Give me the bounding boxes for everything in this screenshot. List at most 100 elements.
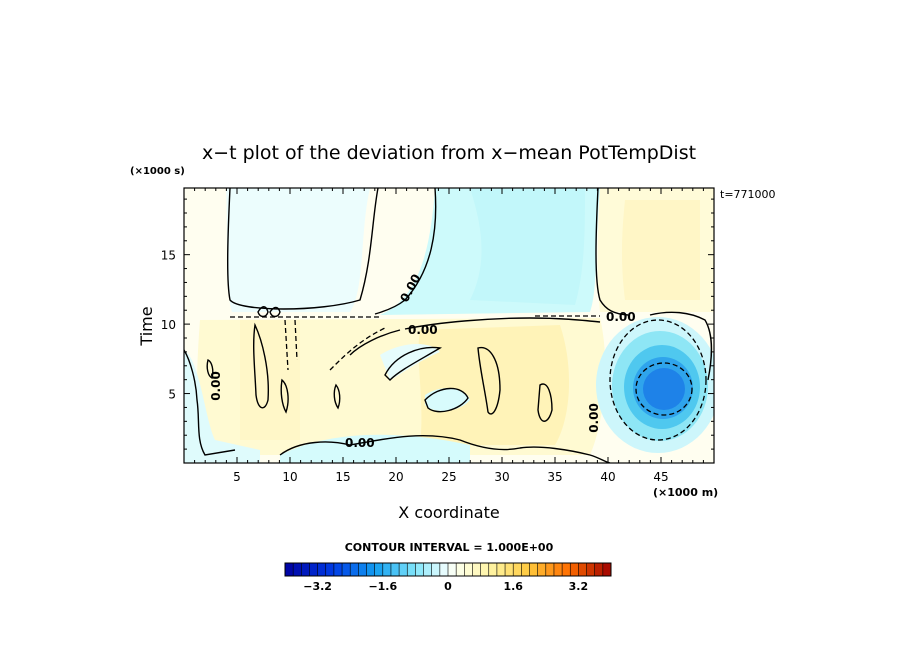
contour-blob-6 (206, 358, 214, 380)
contour-upper-right (595, 188, 629, 316)
contour-middle-band (404, 317, 601, 330)
colorbar-swatch (570, 563, 579, 576)
colorbar-swatch (602, 563, 612, 576)
contour-blob-4 (537, 383, 553, 422)
contour-blob-8 (333, 383, 341, 410)
colorbar-frame (284, 562, 612, 577)
contour-bottom (279, 435, 611, 463)
colorbar-swatch (382, 563, 392, 576)
contour-blob-5 (253, 322, 270, 409)
colorbar-swatch (374, 563, 384, 576)
contour-label-middle: 0.00 (408, 323, 438, 337)
contour-diagonal (349, 329, 401, 356)
cool-region-middle-core (470, 188, 585, 305)
colorbar-tick-label: −3.2 (303, 580, 332, 593)
x-tick-label: 40 (600, 470, 615, 484)
x-tick-label: 35 (547, 470, 562, 484)
contour-tongue-right (649, 311, 713, 381)
warm-region-vertical (240, 320, 300, 440)
colorbar-swatch (333, 563, 343, 576)
colorbar-tick-label: 3.2 (569, 580, 589, 593)
x-tick-label: 5 (233, 470, 241, 484)
cold-core-inner-contour (635, 362, 693, 416)
x-tick-label: 45 (653, 470, 668, 484)
colorbar-swatch (366, 563, 375, 576)
contour-left-edge (184, 349, 236, 456)
colorbar-swatch (472, 563, 481, 576)
contour-dashed-vertical-2 (294, 319, 298, 361)
contour-blob-2 (424, 387, 469, 413)
colorbar-swatch (415, 563, 424, 576)
colorbar-swatch (350, 563, 359, 576)
warm-region-upper-right-core (621, 200, 700, 300)
contour-dashed-vertical-1 (284, 319, 289, 371)
colorbar-swatch (529, 563, 538, 576)
contour-blob-9 (257, 306, 269, 318)
colorbar-swatch (456, 563, 465, 576)
cold-core-center (643, 368, 685, 410)
x-axis-label: X coordinate (398, 503, 499, 522)
contour-label-bottom: 0.00 (345, 436, 375, 450)
colorbar-swatch (358, 563, 367, 576)
cool-patch-small (425, 388, 470, 412)
colorbar-swatch (545, 563, 555, 576)
colorbar-swatch (505, 563, 514, 576)
colorbar-swatch (285, 563, 294, 576)
colorbar-swatch (325, 563, 335, 576)
y-tick-label: 15 (161, 249, 176, 263)
colorbar-tick-label: −1.6 (368, 580, 397, 593)
colorbar-swatch (342, 563, 351, 576)
colorbar-swatch (562, 563, 571, 576)
colorbar-tick-label: 1.6 (503, 580, 523, 593)
contour-label-right: 0.00 (606, 310, 636, 324)
time-stamp: t=771000 (720, 188, 776, 201)
x-axis-unit: (×1000 m) (653, 486, 718, 499)
cool-patch-middle (380, 344, 440, 380)
x-tick-label: 20 (388, 470, 403, 484)
contour-label-right-vertical: 0.00 (587, 403, 601, 433)
cool-region-left (226, 188, 370, 312)
colorbar-swatch (390, 563, 400, 576)
colorbar-swatch (496, 563, 506, 576)
zero-contours (184, 188, 713, 463)
contour-upper-middle (374, 188, 437, 315)
colorbar-swatch (423, 563, 432, 576)
colorbar-swatch (480, 563, 490, 576)
negative-contours (230, 315, 707, 441)
colorbar-swatch (578, 563, 587, 576)
colorbar-swatch (317, 563, 327, 576)
contour-blob-7 (280, 378, 289, 414)
colorbar-swatch (293, 563, 302, 576)
contour-blob-3 (477, 347, 501, 415)
chart-title: x−t plot of the deviation from x−mean Po… (202, 142, 696, 164)
y-axis: 5 10 15 (161, 198, 714, 450)
contour-blob-10 (269, 306, 281, 318)
colorbar-swatch (399, 563, 408, 576)
cool-patch-bottom-left (184, 350, 260, 463)
colorbar-swatch (594, 563, 604, 576)
colorbar-swatch (521, 563, 530, 576)
contour-blob-1 (384, 346, 443, 381)
y-tick-label: 5 (168, 388, 176, 402)
contour-label-left: 0.00 (209, 371, 223, 401)
x-axis: 5 10 15 20 25 30 35 40 45 (194, 188, 704, 484)
colorbar-swatch (431, 563, 441, 576)
colorbar-swatch (464, 563, 473, 576)
x-tick-label: 10 (282, 470, 297, 484)
colorbar-swatch (301, 563, 310, 576)
colorbar-swatch (553, 563, 563, 576)
colorbar-swatch (488, 563, 498, 576)
colorbar-swatch (309, 563, 318, 576)
colorbar-tick-label: 0 (444, 580, 452, 593)
x-tick-label: 15 (335, 470, 350, 484)
warm-region-lower-core (418, 325, 570, 445)
color-field: 0.00 0.00 0.00 0.00 0.00 0.00 (184, 188, 714, 463)
contour-interval-text: CONTOUR INTERVAL = 1.000E+00 (345, 541, 554, 554)
y-axis-unit: (×1000 s) (130, 166, 185, 177)
colorbar-swatch (407, 563, 416, 576)
colorbar: −3.2 −1.6 0 1.6 3.2 (284, 562, 612, 593)
y-axis-label: Time (137, 306, 156, 346)
colorbar-swatch (537, 563, 547, 576)
colorbar-swatch (513, 563, 522, 576)
